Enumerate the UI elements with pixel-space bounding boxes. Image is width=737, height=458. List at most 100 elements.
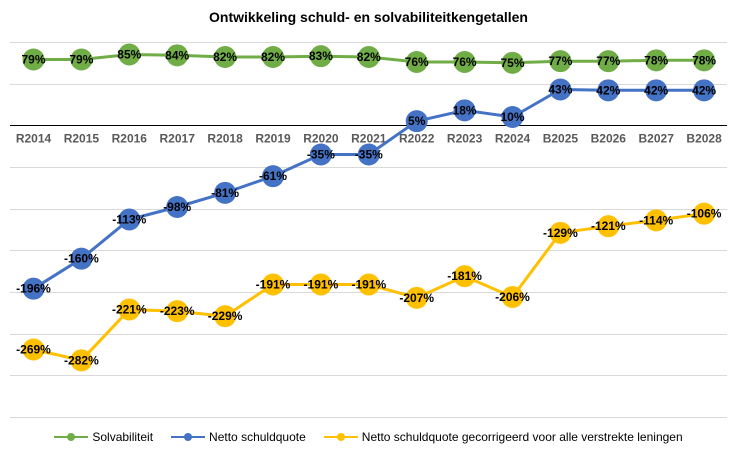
data-label: -207% (399, 291, 434, 305)
data-point (70, 48, 93, 71)
data-label: -191% (256, 278, 291, 292)
data-point (22, 48, 45, 71)
data-label: 82% (261, 50, 285, 64)
data-point (645, 49, 668, 72)
legend-label: Netto schuldquote (209, 430, 306, 444)
data-point (597, 215, 620, 238)
data-label: 82% (213, 50, 237, 64)
data-label: 82% (357, 50, 381, 64)
data-point (70, 349, 93, 372)
data-point (357, 143, 380, 166)
data-label: 78% (644, 53, 668, 67)
data-label: -191% (351, 278, 386, 292)
data-label: -191% (304, 278, 339, 292)
data-point (549, 221, 572, 244)
data-label: 43% (548, 83, 572, 97)
data-label: 76% (405, 55, 429, 69)
data-label: -181% (447, 269, 482, 283)
series-line (32, 88, 706, 291)
data-label: -35% (307, 148, 335, 162)
data-point (214, 181, 237, 204)
x-tick-label: R2023 (447, 132, 483, 146)
data-label: 42% (596, 83, 620, 97)
data-label: 77% (596, 54, 620, 68)
data-label: -61% (259, 169, 287, 183)
data-point (453, 265, 476, 288)
data-point (118, 208, 141, 231)
data-label: 75% (500, 56, 524, 70)
x-tick-label: B2027 (639, 132, 675, 146)
data-label: 79% (69, 53, 93, 67)
data-point (262, 165, 284, 188)
data-point (549, 78, 572, 101)
data-point (501, 106, 524, 128)
data-label: -223% (160, 304, 195, 318)
data-point (405, 286, 428, 309)
data-point (166, 44, 189, 67)
data-point (309, 45, 332, 68)
data-point (453, 51, 476, 73)
data-label: -229% (208, 309, 243, 323)
legend-label: Solvabiliteit (92, 430, 154, 444)
data-point (118, 298, 141, 321)
data-point (693, 49, 716, 72)
data-point (22, 277, 45, 300)
data-label: 84% (165, 48, 189, 62)
legend-item: Netto schuldquote (171, 430, 306, 444)
data-label: -98% (163, 200, 191, 214)
data-point (501, 51, 524, 74)
legend-label: Netto schuldquote gecorrigeerd voor alle… (361, 430, 683, 444)
data-point (453, 99, 476, 122)
data-point (357, 46, 380, 68)
data-label: 78% (692, 53, 716, 67)
data-point (549, 50, 572, 73)
data-label: 18% (453, 103, 477, 117)
data-label: -269% (16, 343, 51, 357)
chart-title: Ontwikkeling schuld- en solvabiliteitken… (209, 9, 528, 25)
data-label: 42% (692, 83, 716, 97)
data-point (597, 50, 620, 73)
data-point (262, 273, 284, 296)
data-label: -114% (639, 213, 673, 227)
x-tick-label: R2016 (112, 132, 148, 146)
data-point (118, 43, 141, 66)
x-tick-label: R2019 (255, 132, 291, 146)
data-label: -121% (591, 219, 626, 233)
data-point (405, 51, 428, 73)
data-label: -81% (211, 186, 239, 200)
x-tick-label: R2022 (399, 132, 435, 146)
data-label: 42% (644, 83, 668, 97)
legend-swatch (171, 432, 206, 442)
data-label: 77% (548, 54, 572, 68)
data-point (70, 247, 93, 270)
data-label: -35% (355, 148, 383, 162)
data-label: 85% (117, 48, 141, 62)
x-tick-label: R2018 (207, 132, 243, 146)
data-label: -196% (16, 282, 51, 296)
data-point (214, 305, 237, 328)
data-point (645, 79, 668, 102)
data-point (645, 209, 668, 232)
x-tick-label: R2021 (351, 132, 387, 146)
data-label: 79% (21, 53, 45, 67)
data-point (166, 196, 189, 218)
data-point (501, 286, 524, 308)
data-point (262, 46, 284, 68)
data-label: 10% (500, 110, 524, 124)
x-tick-label: R2024 (495, 132, 531, 146)
legend-item: Netto schuldquote gecorrigeerd voor alle… (323, 430, 683, 444)
data-label: -106% (687, 207, 722, 221)
data-label: -221% (112, 303, 147, 317)
data-point (357, 273, 380, 296)
x-tick-label: B2028 (686, 132, 722, 146)
data-point (214, 46, 237, 68)
data-label: -206% (495, 290, 530, 304)
x-tick-label: B2026 (591, 132, 627, 146)
data-point (309, 273, 332, 296)
legend-swatch (54, 432, 89, 442)
data-label: -160% (64, 252, 99, 266)
x-tick-label: R2014 (16, 132, 52, 146)
legend: Solvabiliteit Netto schuldquote Netto schu… (0, 426, 737, 448)
data-point (22, 338, 45, 361)
